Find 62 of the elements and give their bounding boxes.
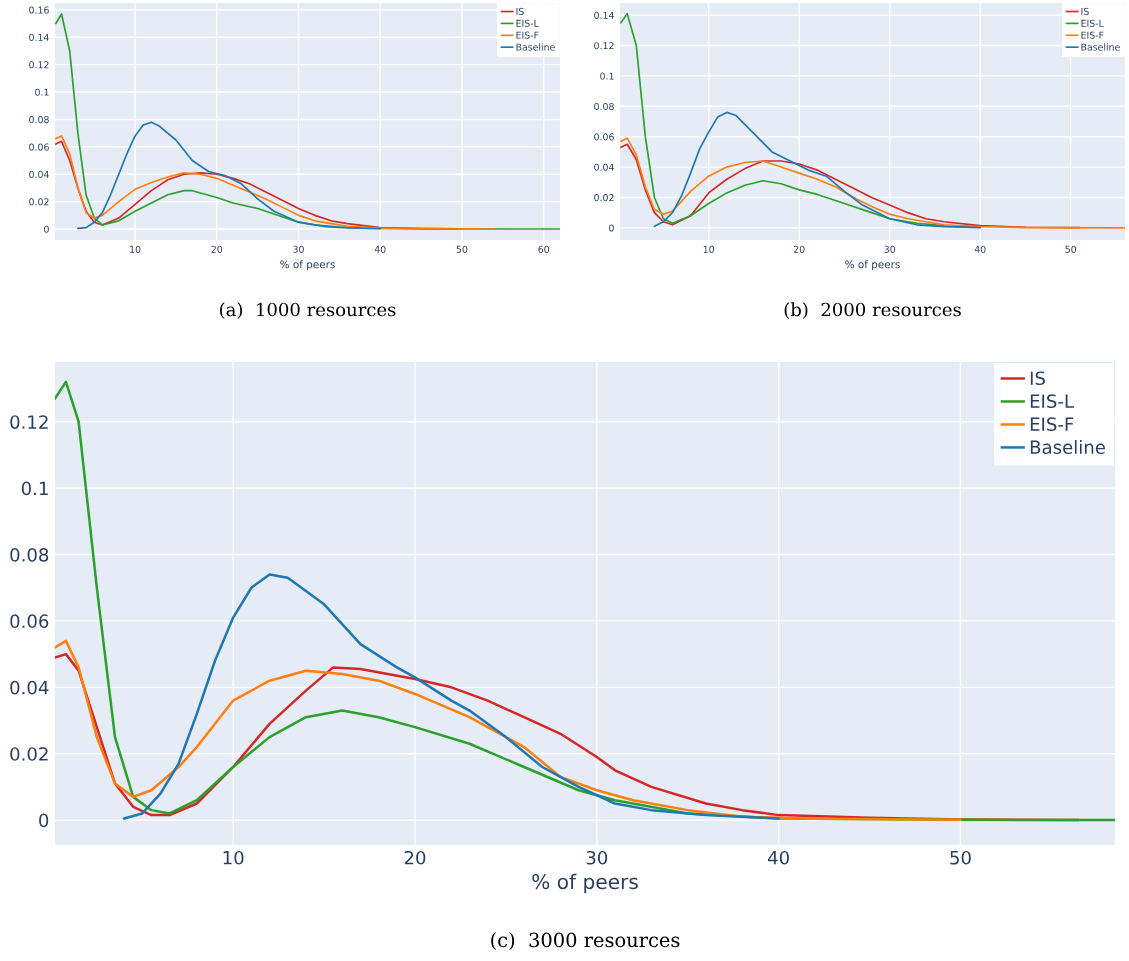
y-tick-label: 0.02 [29,198,49,206]
legend-label: EIS-L [516,19,539,27]
line-series [122,573,780,820]
x-tick-label: 10 [223,850,244,865]
x-tick-label: 20 [404,850,426,865]
line-series [55,639,962,822]
y-tick-label: 0.06 [29,143,49,151]
x-tick-label: 50 [456,245,468,253]
x-tick-label: 10 [703,245,715,253]
y-tick-label: 0.16 [29,6,49,14]
x-tick-label: 40 [767,850,789,865]
x-tick-label: 20 [211,245,223,253]
y-tick-label: 0.1 [35,88,49,96]
x-tick-label: 50 [1065,245,1077,253]
y-tick-label: 0.08 [29,116,49,124]
legend-label: Baseline [1081,43,1120,51]
x-axis-title: % of peers [532,873,638,894]
legend-label: EIS-F [1081,31,1104,39]
x-tick-label: 60 [538,245,549,253]
x-tick-label: 30 [293,245,304,253]
y-tick-label: 0.08 [10,547,49,562]
y-tick-label: 0.1 [21,481,48,496]
y-tick-label: 0 [39,813,49,828]
x-tick-label: 10 [130,245,141,253]
y-tick-label: 0.04 [10,680,49,695]
legend-label: IS [1030,371,1045,386]
y-tick-label: 0.06 [10,614,49,629]
legend-label: EIS-F [516,31,539,39]
x-tick-label: 40 [974,245,986,253]
x-tick-label: 20 [793,245,805,253]
y-tick-label: 0.02 [10,747,48,761]
y-tick-label: 0.04 [29,170,49,178]
line-series [77,121,382,230]
legend-label: IS [516,7,524,15]
y-tick-label: 0.12 [594,42,614,50]
legend-label: EIS-L [1030,394,1074,409]
legend-label: Baseline [516,43,555,51]
y-tick-label: 0.12 [10,415,48,429]
y-tick-label: 0.14 [594,11,614,19]
y-tick-label: 0.04 [594,163,614,171]
y-tick-label: 0 [609,224,614,232]
legend-label: EIS-F [1030,417,1074,432]
y-tick-label: 0.06 [594,133,614,141]
y-tick-label: 0.1 [600,72,614,80]
legend-label: EIS-L [1081,19,1104,27]
x-tick-label: 40 [374,245,386,253]
y-tick-label: 0.08 [594,102,614,110]
x-tick-label: 30 [586,850,608,865]
line-series [653,111,982,229]
y-tick-label: 0.14 [29,33,49,41]
legend-label: Baseline [1030,440,1105,455]
y-tick-label: 0 [44,225,49,233]
x-tick-label: 50 [950,850,971,865]
x-tick-label: 30 [884,245,896,253]
x-axis-title: % of peers [280,260,335,271]
text: (c) 3000 resources [491,932,680,950]
x-axis-title: % of peers [845,260,900,271]
text: (a) 1000 resources [220,302,396,319]
y-tick-label: 0.12 [29,61,49,69]
y-tick-label: 0.02 [594,194,614,202]
legend-label: IS [1081,7,1089,15]
text: (b) 2000 resources [784,302,961,319]
